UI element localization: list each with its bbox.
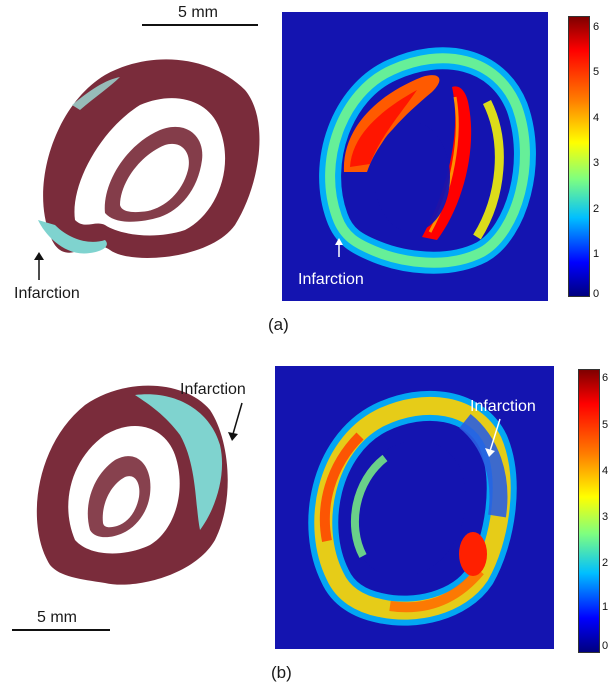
arrow-icon — [34, 252, 44, 280]
heatmap-image-b — [275, 366, 554, 649]
colorbar-tick-b-6: 6 — [602, 372, 609, 384]
colorbar-b — [578, 369, 600, 653]
colorbar-tick-b-4: 4 — [602, 465, 609, 477]
colorbar-tick-b-0: 0 — [602, 640, 609, 652]
colorbar-a — [568, 16, 590, 297]
arrow-icon — [228, 402, 243, 441]
heatmap-image-a — [282, 12, 548, 301]
inner-cavity — [120, 143, 189, 213]
colorbar-tick-a-3: 3 — [593, 157, 600, 169]
hot-band-right — [422, 86, 472, 240]
scale-bar-b — [12, 629, 110, 631]
colorbar-tick-a-6: 6 — [593, 21, 600, 33]
infarct-stain — [38, 220, 107, 254]
arrow-icon — [485, 418, 501, 457]
colorbar-tick-a-5: 5 — [593, 66, 600, 78]
arrow-icon — [335, 238, 343, 257]
scale-label-a: 5 mm — [178, 4, 218, 21]
hot-spot — [459, 532, 487, 576]
colorbar-tick-b-3: 3 — [602, 511, 609, 523]
infarction-label-map-b: Infarction — [470, 398, 536, 415]
infarction-label-map-a: Infarction — [298, 271, 364, 288]
colorbar-tick-a-0: 0 — [593, 288, 600, 300]
colorbar-tick-a-4: 4 — [593, 112, 600, 124]
infarct-stain — [135, 394, 223, 530]
histology-image-b — [36, 385, 228, 585]
colorbar-tick-b-2: 2 — [602, 557, 609, 569]
scale-bar-a — [142, 24, 258, 26]
caption-a: (a) — [268, 315, 289, 334]
colorbar-tick-a-1: 1 — [593, 248, 600, 260]
infarction-label-histology-b: Infarction — [180, 381, 246, 398]
scale-label-b: 5 mm — [37, 609, 77, 626]
colorbar-tick-a-2: 2 — [593, 203, 600, 215]
histology-image-a — [38, 59, 260, 258]
colorbar-tick-b-1: 1 — [602, 601, 609, 613]
colorbar-tick-b-5: 5 — [602, 419, 609, 431]
infarction-label-histology-a: Infarction — [14, 285, 80, 302]
caption-b: (b) — [271, 663, 292, 682]
